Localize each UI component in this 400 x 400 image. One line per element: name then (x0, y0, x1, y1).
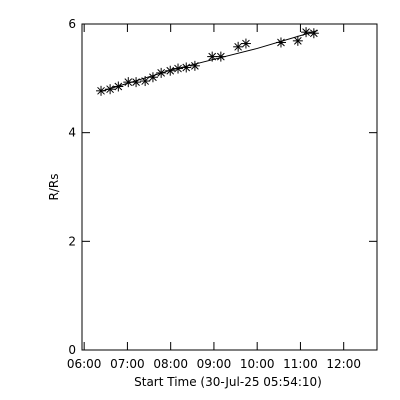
x-tick-label: 10:00 (240, 357, 275, 371)
y-tick-label: 4 (68, 126, 76, 140)
x-tick-label: 08:00 (153, 357, 188, 371)
data-point (308, 28, 319, 39)
data-point (189, 60, 200, 71)
x-tick-label: 11:00 (283, 357, 318, 371)
x-tick-label: 07:00 (110, 357, 145, 371)
x-tick-label: 12:00 (326, 357, 361, 371)
data-point (301, 27, 312, 38)
data-point (240, 38, 251, 49)
x-axis-label: Start Time (30-Jul-25 05:54:10) (134, 375, 322, 389)
data-point (181, 62, 192, 73)
y-axis-label: R/Rs (47, 174, 61, 201)
plot-frame (81, 23, 378, 351)
y-tick-label: 0 (68, 343, 76, 357)
x-tick-label: 06:00 (67, 357, 102, 371)
data-point (292, 35, 303, 46)
data-point (147, 72, 158, 83)
y-tick-label: 2 (68, 234, 76, 248)
fit-line (100, 30, 318, 92)
data-point (233, 41, 244, 52)
y-tick-label: 6 (68, 17, 76, 31)
x-tick-label: 09:00 (197, 357, 232, 371)
